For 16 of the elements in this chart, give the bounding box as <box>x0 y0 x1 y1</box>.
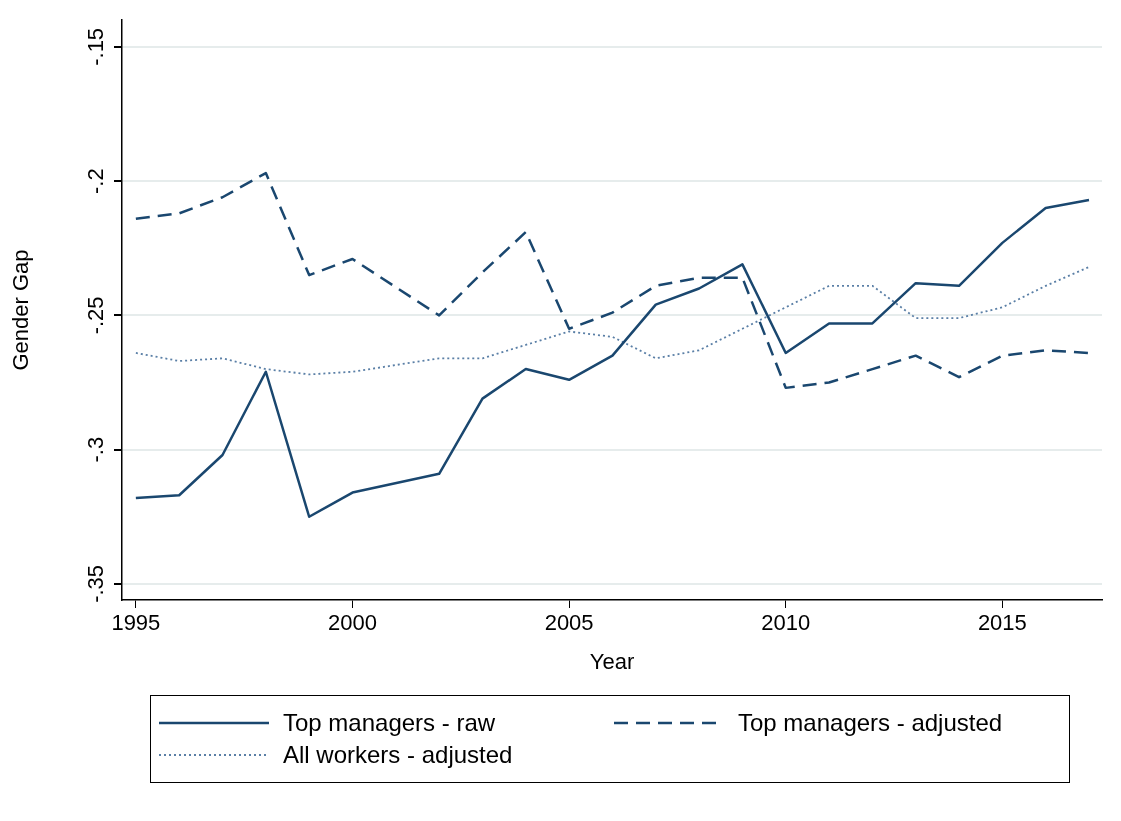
x-tick-label: 2005 <box>544 610 594 636</box>
x-tick-label: 2015 <box>977 610 1027 636</box>
y-tick-label: -.15 <box>83 27 109 66</box>
y-tick-label: -.3 <box>83 436 109 463</box>
y-tick-label: -.25 <box>83 296 109 335</box>
y-axis-title: Gender Gap <box>8 249 34 371</box>
legend-label: Top managers - raw <box>283 709 496 737</box>
x-tick-label: 2000 <box>328 610 377 636</box>
x-axis-title: Year <box>589 648 635 674</box>
x-tick-label: 1995 <box>111 610 161 636</box>
y-tick-label: -.35 <box>83 564 109 603</box>
legend-label: Top managers - adjusted <box>738 709 1003 737</box>
x-tick-label: 2010 <box>761 610 811 636</box>
legend-label: All workers - adjusted <box>283 741 513 769</box>
line-series <box>134 266 1090 376</box>
y-tick-label: -.2 <box>83 168 109 194</box>
